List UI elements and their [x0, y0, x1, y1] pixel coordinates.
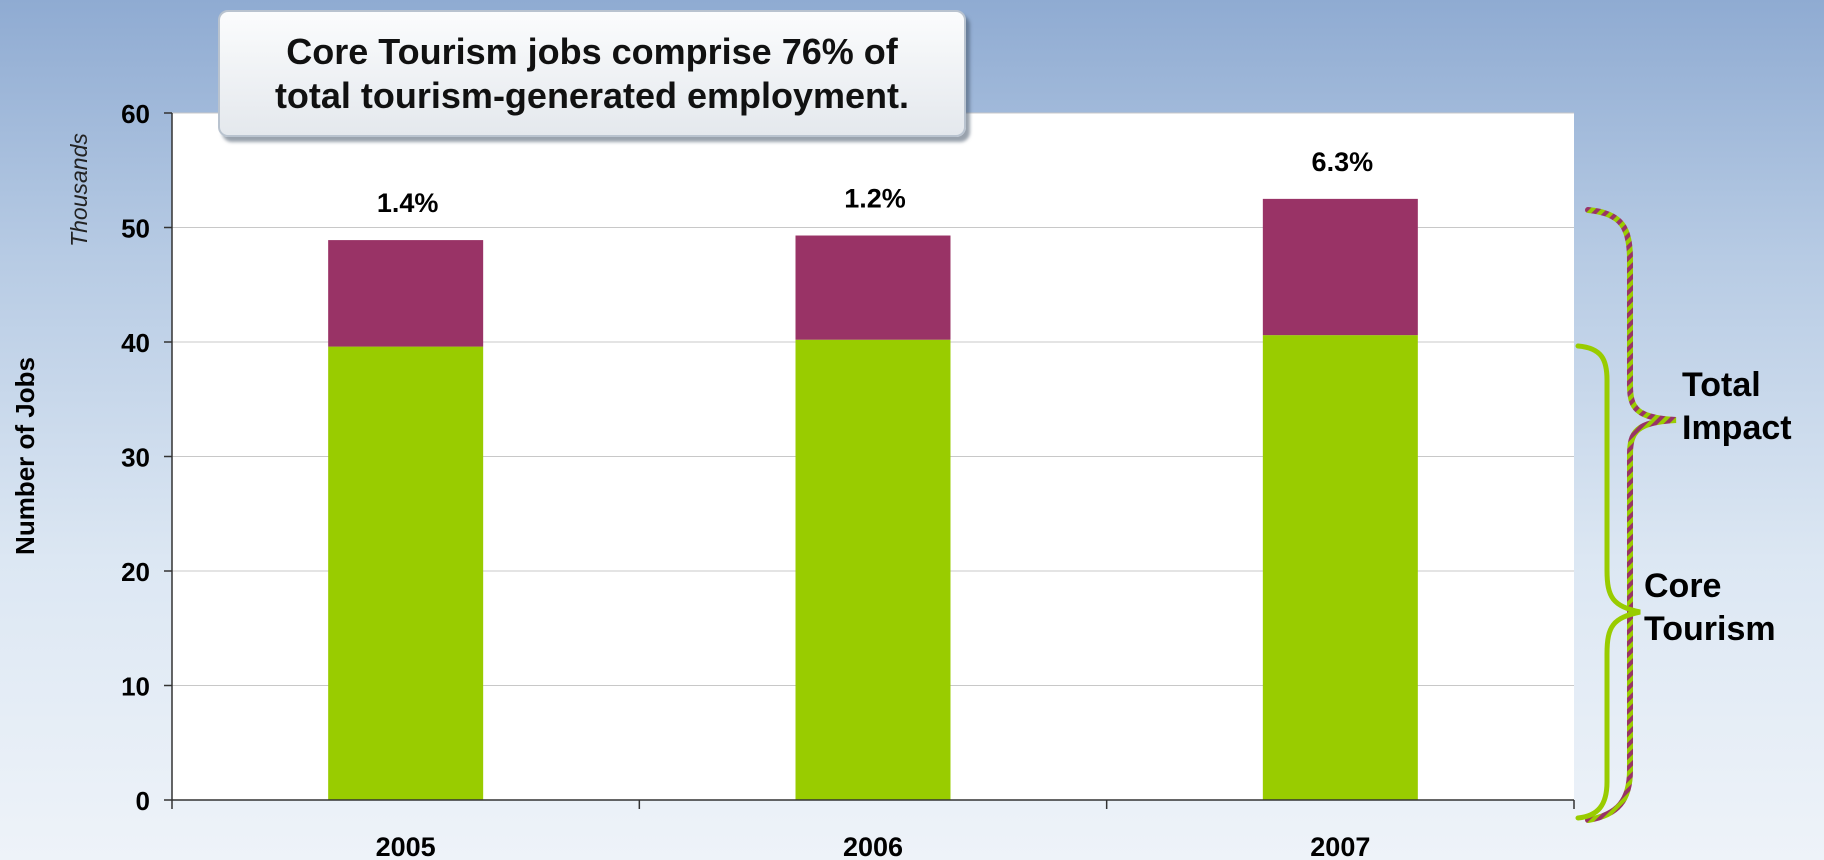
data-label: 6.3% [1312, 147, 1374, 177]
total-impact-brace [1585, 207, 1677, 823]
y-tick-label: 10 [121, 672, 150, 702]
bar-core-tourism [795, 339, 951, 800]
y-tick-label: 0 [136, 786, 150, 816]
y-tick-label: 60 [121, 99, 150, 129]
total-impact-label-line1: Total [1682, 366, 1761, 404]
data-label: 1.4% [377, 188, 439, 218]
total-impact-label-line2: Impact [1682, 409, 1792, 447]
x-tick-label: 2005 [376, 832, 436, 860]
y-tick-label: 40 [121, 328, 150, 358]
y-axis-title: Number of Jobs [10, 357, 40, 555]
core-tourism-label-line1: Core [1644, 567, 1721, 605]
bar-core-tourism [1262, 335, 1418, 800]
bar-total-impact [328, 240, 484, 347]
x-tick-label: 2006 [843, 832, 903, 860]
callout-line-1: Core Tourism jobs comprise 76% of [286, 30, 898, 72]
y-axis-unit: Thousands [66, 133, 92, 247]
bars [328, 198, 1418, 800]
data-label: 1.2% [844, 184, 906, 214]
x-tick-label: 2007 [1310, 832, 1370, 860]
y-tick-label: 20 [121, 557, 150, 587]
y-tick-label: 50 [121, 214, 150, 244]
x-tick-labels: 2005 2006 2007 [376, 832, 1371, 860]
core-tourism-brace [1575, 343, 1641, 821]
callout-line-2: total tourism-generated employment. [274, 74, 910, 116]
bar-total-impact [795, 235, 951, 340]
core-tourism-label-line2: Tourism [1644, 610, 1776, 648]
y-tick-label: 30 [121, 443, 150, 473]
callout-box: Core Tourism jobs comprise 76% of total … [218, 10, 966, 137]
bar-total-impact [1262, 198, 1418, 336]
data-labels: 1.4% 1.2% 6.3% [377, 147, 1373, 218]
y-tick-labels: 0 10 20 30 40 50 60 [121, 99, 150, 816]
axes [164, 112, 1575, 809]
bar-core-tourism [328, 346, 484, 800]
